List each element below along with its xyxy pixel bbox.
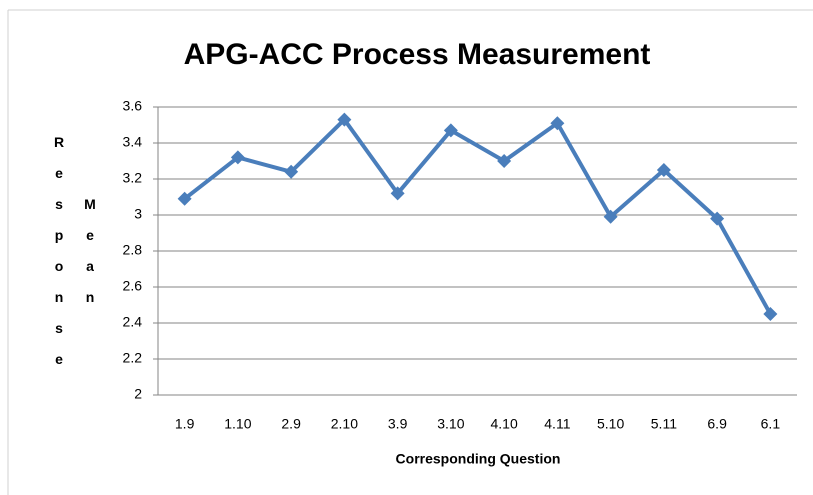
y-tick-label: 2.6 <box>123 278 143 294</box>
data-point <box>550 116 565 131</box>
y-axis-label: Response <box>51 134 67 382</box>
x-tick-label: 1.10 <box>224 416 251 432</box>
data-point <box>710 211 725 226</box>
data-point <box>763 307 778 321</box>
x-tick-label: 4.10 <box>491 416 518 432</box>
x-tick-label: 3.9 <box>388 416 408 432</box>
data-point <box>443 123 458 138</box>
x-tick-label: 5.11 <box>651 416 677 432</box>
x-axis-label: Corresponding Question <box>396 451 561 467</box>
x-tick-label: 4.11 <box>544 416 570 432</box>
data-point <box>656 163 671 177</box>
y-tick-label: 2.4 <box>123 314 143 330</box>
data-point <box>497 154 512 168</box>
data-point <box>603 209 618 224</box>
x-tick-label: 6.9 <box>707 416 727 432</box>
y-tick-label: 3.2 <box>123 170 143 186</box>
y-tick-label: 3.6 <box>123 98 143 114</box>
y-tick-label: 3 <box>134 206 142 222</box>
y-tick-label: 2.8 <box>123 242 143 258</box>
x-tick-label: 2.10 <box>331 416 358 432</box>
y-axis-label: Mean <box>82 196 98 320</box>
data-point <box>284 164 299 179</box>
y-tick-label: 3.4 <box>123 134 143 150</box>
x-tick-label: 6.1 <box>761 416 781 432</box>
y-tick-label: 2 <box>134 386 142 402</box>
x-tick-label: 5.10 <box>597 416 624 432</box>
data-point <box>390 186 405 201</box>
data-point <box>337 112 352 127</box>
x-tick-label: 1.9 <box>175 416 195 432</box>
y-tick-label: 2.2 <box>123 350 143 366</box>
x-tick-label: 2.9 <box>281 416 301 432</box>
data-point <box>230 150 245 165</box>
chart-title: APG-ACC Process Measurement <box>184 38 651 71</box>
data-line <box>183 117 773 315</box>
x-tick-label: 3.10 <box>437 416 464 432</box>
data-point <box>177 191 192 206</box>
